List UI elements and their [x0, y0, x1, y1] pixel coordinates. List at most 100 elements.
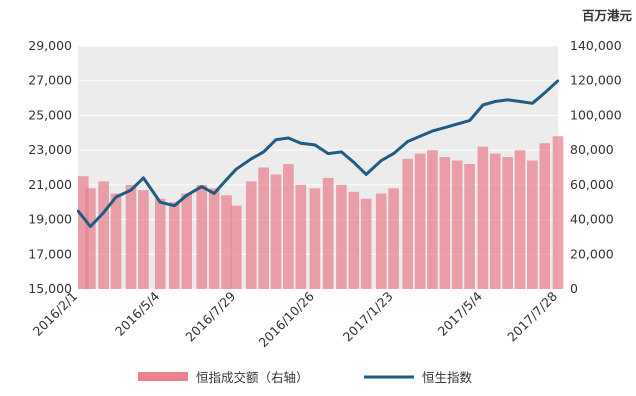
right-tick-label: 0 — [570, 281, 578, 296]
volume-bar — [360, 198, 372, 289]
volume-bar — [208, 188, 220, 289]
index-line — [76, 79, 560, 228]
volume-bar — [309, 188, 321, 289]
index-point — [142, 176, 145, 180]
index-point — [340, 150, 343, 154]
volume-bar — [514, 150, 526, 289]
index-point — [531, 102, 534, 105]
index-point — [418, 135, 422, 138]
right-axis-ticks: 0 20,000 40,000 60,000 80,000 100,000 120,000 1… — [570, 38, 622, 296]
volume-bar — [489, 153, 501, 289]
right-tick-label: 80,000 — [570, 142, 614, 157]
volume-bar — [181, 193, 193, 289]
left-tick-label: 19,000 — [28, 212, 72, 227]
index-line-group — [76, 79, 560, 228]
index-point — [173, 204, 176, 207]
volume-bar — [427, 150, 438, 289]
right-tick-label: 120,000 — [570, 73, 622, 88]
index-point — [212, 192, 216, 195]
index-point — [431, 129, 434, 133]
volume-bar — [169, 202, 180, 289]
index-point — [235, 168, 238, 171]
right-tick-label: 140,000 — [570, 38, 622, 53]
index-point — [518, 100, 522, 103]
volume-bar — [539, 143, 551, 289]
index-point — [494, 100, 497, 103]
left-tick-label: 21,000 — [28, 177, 72, 192]
volume-bar — [98, 181, 109, 289]
index-point — [250, 157, 253, 161]
index-point — [543, 91, 546, 95]
volume-bar — [388, 188, 399, 289]
x-axis-ticks: 2016/2/1 2016/5/4 2016/7/29 2016/10/26 2017/… — [30, 288, 560, 350]
right-axis-unit: 百万港元 — [582, 8, 633, 23]
volume-bar — [451, 160, 463, 289]
x-tick-label: 2017/7/28 — [504, 288, 560, 344]
right-tick-label: 40,000 — [570, 212, 614, 227]
x-tick-label: 2017/1/23 — [340, 289, 396, 345]
index-point — [556, 79, 560, 82]
index-point — [129, 188, 133, 192]
left-tick-label: 27,000 — [28, 73, 72, 88]
volume-bar — [477, 146, 489, 289]
x-tick-label: 2016/2/1 — [30, 289, 80, 339]
right-tick-label: 60,000 — [570, 177, 614, 192]
volume-bar — [375, 193, 387, 289]
legend-volume-swatch — [138, 372, 188, 381]
volume-bar — [125, 184, 137, 289]
volume-bar — [270, 174, 282, 289]
index-point — [159, 201, 162, 204]
volume-bar — [322, 177, 334, 289]
index-point — [443, 126, 447, 129]
volume-bar — [283, 164, 294, 289]
right-tick-label: 100,000 — [570, 107, 622, 122]
index-point — [313, 143, 317, 147]
volume-bar — [414, 153, 426, 289]
index-point — [380, 159, 383, 162]
index-point — [468, 119, 471, 122]
left-tick-label: 25,000 — [28, 107, 72, 122]
index-point — [456, 122, 459, 126]
x-tick-label: 2016/10/26 — [255, 288, 317, 350]
left-tick-label: 29,000 — [28, 38, 72, 53]
index-point — [200, 185, 203, 188]
index-point — [392, 152, 395, 155]
index-point — [406, 140, 409, 143]
volume-bar — [336, 184, 347, 289]
volume-bar — [245, 181, 257, 289]
left-tick-label: 17,000 — [28, 246, 72, 261]
volume-bar — [110, 193, 122, 289]
index-point — [76, 209, 80, 213]
volume-bar — [552, 136, 564, 289]
index-point — [274, 138, 278, 141]
volume-bar — [138, 190, 149, 289]
index-point — [89, 225, 92, 228]
legend: 恒指成交额（右轴） 恒生指数 — [138, 370, 473, 385]
volume-bar — [154, 198, 166, 289]
index-point — [481, 103, 485, 107]
volume-bar — [196, 184, 208, 289]
volume-bar — [402, 158, 414, 289]
index-point — [506, 98, 509, 102]
left-axis-ticks: 15,000 17,000 19,000 21,000 23,000 25,000 27,0… — [28, 38, 72, 296]
index-point — [262, 150, 265, 154]
volume-bar — [258, 167, 269, 289]
volume-bar — [348, 191, 360, 289]
volume-bar — [221, 195, 232, 289]
index-point — [352, 161, 356, 164]
index-point — [326, 152, 330, 155]
index-point — [185, 194, 188, 197]
legend-index-label: 恒生指数 — [422, 370, 473, 385]
volume-bar — [464, 164, 475, 289]
index-point — [225, 178, 228, 181]
left-tick-label: 15,000 — [28, 281, 72, 296]
volume-bar — [502, 157, 513, 289]
index-point — [299, 142, 302, 145]
volume-bar — [85, 188, 96, 289]
volume-bar — [439, 157, 451, 289]
index-point — [364, 173, 368, 176]
volume-bars — [78, 136, 564, 289]
x-tick-label: 2016/7/29 — [182, 288, 238, 344]
volume-bar — [527, 160, 538, 289]
index-point — [287, 136, 290, 140]
